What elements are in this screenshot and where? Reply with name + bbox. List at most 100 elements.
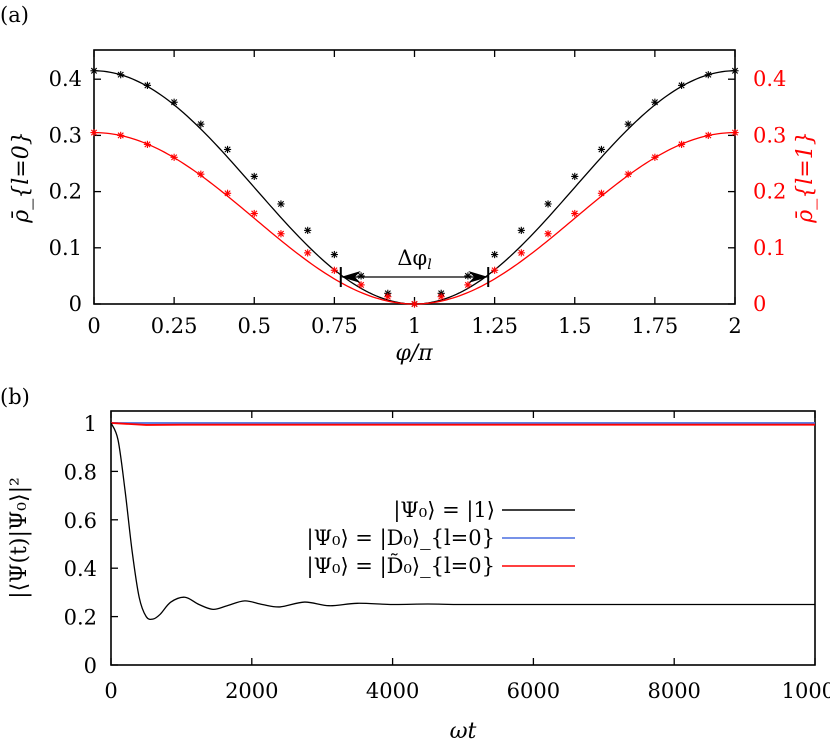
x-tick-label: 0 — [87, 314, 100, 338]
panel-b-legend: |Ψ₀⟩ = |1⟩ |Ψ₀⟩ = |D₀⟩_{l=0} |Ψ₀⟩ = |D̃₀⟩_… — [307, 498, 575, 579]
asterisk-marker-icon — [143, 81, 152, 89]
asterisk-marker-icon — [464, 281, 472, 289]
asterisk-marker-icon — [597, 145, 606, 154]
asterisk-marker-icon — [677, 140, 686, 148]
asterisk-marker-icon — [143, 140, 152, 148]
y-tick-label: 0 — [69, 292, 82, 316]
panel-a-xlabel: φ/π — [395, 341, 433, 366]
legend-label: |Ψ₀⟩ = |D̃₀⟩_{l=0} — [307, 554, 495, 579]
asterisk-marker-icon — [704, 71, 712, 79]
asterisk-marker-icon — [277, 230, 285, 238]
x-tick-label: 1.5 — [558, 314, 591, 338]
asterisk-marker-icon — [117, 71, 125, 79]
y-tick-label: 0.2 — [64, 606, 97, 630]
asterisk-marker-icon — [624, 170, 632, 178]
asterisk-marker-icon — [330, 250, 338, 259]
panel-a-ylabel: ρ̄_{l=0} — [9, 131, 34, 223]
curve — [93, 131, 736, 305]
x-tick-label: 2 — [728, 314, 741, 338]
panel-a-series — [90, 67, 739, 308]
y2-tick-label: 0.3 — [753, 123, 786, 147]
asterisk-marker-icon — [517, 226, 525, 234]
x-tick-label: 4000 — [366, 679, 419, 703]
arrow-left-icon — [340, 271, 361, 284]
asterisk-marker-icon — [517, 249, 525, 257]
y-tick-label: 0.1 — [49, 236, 82, 260]
x-tick-label: 0 — [104, 679, 117, 703]
asterisk-marker-icon — [704, 131, 712, 139]
asterisk-marker-icon — [197, 170, 205, 178]
panel-label-a: (a) — [0, 3, 29, 27]
x-tick-label: 2000 — [225, 679, 278, 703]
x-tick-label: 1 — [408, 314, 421, 338]
y-tick-label: 0.4 — [64, 557, 97, 581]
y-tick-label: 0.4 — [49, 67, 82, 91]
panel-b-ylabel: |⟨Ψ(t)|Ψ₀⟩|² — [7, 477, 32, 599]
y-tick-label: 0.6 — [64, 509, 97, 533]
asterisk-marker-icon — [651, 98, 659, 106]
asterisk-marker-icon — [357, 281, 365, 289]
panel-b-xlabel: ωt — [450, 719, 477, 744]
asterisk-marker-icon — [304, 226, 312, 234]
asterisk-marker-icon — [544, 200, 552, 208]
curve — [110, 422, 815, 426]
panel-b-frame — [110, 410, 816, 666]
asterisk-marker-icon — [437, 293, 445, 301]
asterisk-marker-icon — [170, 98, 178, 106]
asterisk-marker-icon — [731, 128, 739, 137]
asterisk-marker-icon — [277, 200, 285, 208]
asterisk-marker-icon — [250, 209, 258, 218]
asterisk-marker-icon — [304, 249, 312, 257]
y2-tick-label: 0.2 — [753, 180, 786, 204]
asterisk-marker-icon — [491, 250, 499, 259]
asterisk-marker-icon — [90, 128, 98, 137]
asterisk-marker-icon — [651, 153, 659, 161]
y-tick-label: 0.2 — [49, 180, 82, 204]
asterisk-marker-icon — [197, 120, 205, 128]
panel-a-y2-ticks: 0 0.1 0.2 0.3 0.4 — [728, 67, 786, 316]
panel-a-y-ticks: 0 0.1 0.2 0.3 0.4 — [49, 67, 101, 316]
asterisk-marker-icon — [464, 272, 472, 280]
asterisk-marker-icon — [731, 67, 739, 75]
asterisk-marker-icon — [677, 81, 686, 89]
asterisk-marker-icon — [624, 120, 632, 128]
panel-a-plot: 0 0.25 0.5 0.75 1 1.25 1.5 1.75 2 00.10.20.30.4 … — [9, 49, 818, 366]
panel-a-x-ticks: 0 0.25 0.5 0.75 1 1.25 1.5 1.75 2 — [87, 50, 742, 338]
legend-entry: |Ψ₀⟩ = |D̃₀⟩_{l=0} — [307, 554, 575, 579]
x-tick-label: 6000 — [507, 679, 560, 703]
asterisk-marker-icon — [223, 189, 232, 197]
asterisk-marker-icon — [571, 172, 579, 181]
asterisk-marker-icon — [491, 266, 499, 274]
y2-tick-label: 0.1 — [753, 236, 786, 260]
asterisk-marker-icon — [250, 172, 258, 181]
asterisk-marker-icon — [410, 300, 419, 308]
y-tick-label: 1 — [84, 412, 97, 436]
asterisk-marker-icon — [90, 67, 98, 75]
delta-phi-annotation: Δφl — [339, 246, 490, 288]
y2-tick-label: 0 — [753, 292, 766, 316]
y2-tick-label: 0.4 — [753, 67, 786, 91]
asterisk-marker-icon — [223, 145, 232, 154]
panel-a-y2label: ρ̄_{l=1} — [793, 131, 818, 223]
panel-b-series — [110, 422, 815, 621]
panel-label-b: (b) — [0, 385, 30, 409]
x-tick-label: 8000 — [647, 679, 700, 703]
y-tick-label: 0.8 — [64, 460, 97, 484]
panel-b-y-ticks: 0 0.2 0.4 0.6 0.8 1 — [64, 412, 118, 678]
asterisk-marker-icon — [544, 230, 552, 238]
asterisk-marker-icon — [117, 131, 125, 139]
x-tick-label: 1.75 — [631, 314, 678, 338]
legend-entry: |Ψ₀⟩ = |D₀⟩_{l=0} — [307, 526, 575, 551]
y-tick-label: 0 — [84, 654, 97, 678]
asterisk-marker-icon — [170, 153, 178, 161]
arrow-right-icon — [468, 271, 489, 284]
legend-label: |Ψ₀⟩ = |1⟩ — [393, 498, 495, 523]
x-tick-label: 0.25 — [151, 314, 198, 338]
legend-label: |Ψ₀⟩ = |D₀⟩_{l=0} — [307, 526, 495, 551]
x-tick-label: 0.5 — [238, 314, 271, 338]
x-tick-label: 0.75 — [311, 314, 358, 338]
